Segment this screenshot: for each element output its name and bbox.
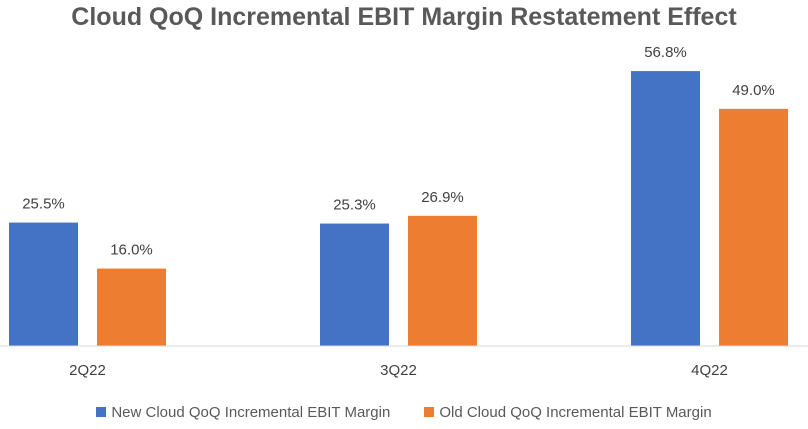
legend: New Cloud QoQ Incremental EBIT Margin Ol… <box>0 400 808 424</box>
bar-old-2q22 <box>97 268 166 346</box>
x-tick-label-4q22: 4Q22 <box>691 362 728 379</box>
legend-item-new: New Cloud QoQ Incremental EBIT Margin <box>96 400 390 424</box>
data-label-old-4q22: 49.0% <box>732 82 775 99</box>
legend-item-old: Old Cloud QoQ Incremental EBIT Margin <box>424 400 712 424</box>
bar-new-3q22 <box>320 223 389 346</box>
data-label-old-2q22: 16.0% <box>110 242 153 259</box>
labels-layer: 25.5% 16.0% 2Q22 25.3% 26.9% 3Q22 56.8% 49.0% 4Q… <box>22 44 775 379</box>
bar-new-4q22 <box>631 71 700 346</box>
data-label-new-2q22: 25.5% <box>22 196 65 213</box>
data-label-new-4q22: 56.8% <box>644 44 687 61</box>
x-tick-label-2q22: 2Q22 <box>69 362 106 379</box>
bar-old-4q22 <box>719 108 788 346</box>
legend-swatch-old <box>424 407 435 417</box>
legend-swatch-new <box>96 407 107 417</box>
x-tick-label-3q22: 3Q22 <box>380 362 417 379</box>
legend-label-new: New Cloud QoQ Incremental EBIT Margin <box>111 403 391 421</box>
legend-label-old: Old Cloud QoQ Incremental EBIT Margin <box>439 403 712 421</box>
data-label-new-3q22: 25.3% <box>333 197 376 214</box>
bar-old-3q22 <box>408 215 477 346</box>
chart-title: Cloud QoQ Incremental EBIT Margin Restat… <box>71 3 737 31</box>
data-label-old-3q22: 26.9% <box>421 189 464 206</box>
bar-new-2q22 <box>9 222 78 346</box>
bars-layer <box>9 71 788 346</box>
